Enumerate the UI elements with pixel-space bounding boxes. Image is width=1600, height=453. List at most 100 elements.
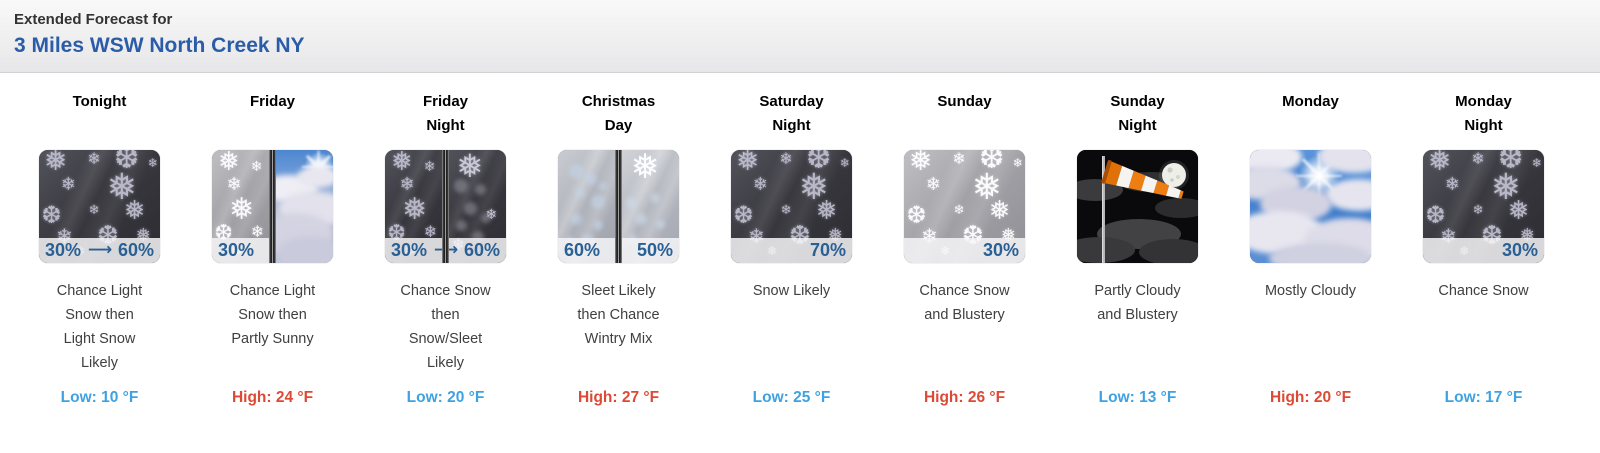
period-name-label: Sunday bbox=[937, 93, 992, 110]
partly-sunny-art bbox=[272, 150, 333, 263]
precipitation-chance-strip: 30% bbox=[212, 238, 273, 263]
weather-icon-tonight[interactable]: ❅❄❆❄❄❅❆❄❅❄❆❅❄30%⟶60% bbox=[39, 150, 160, 263]
snowflake-icon: ❅ bbox=[908, 150, 933, 176]
snowflake-icon: ❅ bbox=[815, 195, 838, 226]
sleet-drop-icon bbox=[574, 188, 585, 199]
temperature-label: Low: bbox=[1444, 389, 1486, 406]
precipitation-chance-strip: 30% ⟶ 60% bbox=[39, 238, 160, 263]
temperature-value: 25 °F bbox=[793, 389, 831, 406]
period-name-label: Monday Night bbox=[1455, 93, 1512, 134]
snowflake-icon: ❄ bbox=[752, 173, 768, 194]
snowflake-icon: ❄ bbox=[423, 223, 438, 241]
temperature-label: Low: bbox=[1098, 389, 1140, 406]
period-name-label: Saturday Night bbox=[759, 93, 824, 134]
cloud-icon bbox=[275, 235, 333, 263]
forecast-periods-row: Tonight ❅❄❆❄❄❅❆❄❅❄❆❅❄30%⟶60% Chance Ligh… bbox=[0, 73, 1600, 407]
snowflake-icon: ❄ bbox=[780, 202, 792, 218]
forecast-period-monday: Monday Mostly Cloudy High: 20 °F bbox=[1224, 90, 1397, 407]
period-description: Partly Cloudy and Blustery bbox=[1094, 283, 1181, 323]
pop-right-value: 50% bbox=[636, 240, 673, 260]
period-description: Chance Light Snow then Partly Sunny bbox=[229, 283, 316, 347]
snowflake-icon: ❅ bbox=[1507, 195, 1530, 226]
weather-icon-christmas-day[interactable]: ❅ 60% 50% bbox=[558, 150, 679, 263]
snowflake-icon: ❄ bbox=[1471, 151, 1485, 169]
snowflake-icon: ❄ bbox=[1472, 202, 1484, 218]
period-description: Chance Snow bbox=[1438, 283, 1529, 299]
period-temperature: Low: 13 °F bbox=[1051, 389, 1224, 407]
snowflake-icon: ❄ bbox=[250, 158, 263, 175]
snowflake-icon: ❄ bbox=[60, 173, 76, 194]
snowflake-icon: ❆ bbox=[906, 202, 927, 230]
sleet-drop-icon bbox=[570, 213, 583, 226]
pop-left-value: 30% bbox=[218, 240, 255, 260]
temperature-label: High: bbox=[231, 389, 276, 406]
snowflake-icon: ❅ bbox=[43, 150, 68, 176]
snowflake-icon: ❅ bbox=[1427, 150, 1452, 176]
temperature-value: 17 °F bbox=[1485, 389, 1523, 406]
snowflake-icon: ❅ bbox=[218, 150, 240, 176]
temperature-label: Low: bbox=[60, 389, 102, 406]
temperature-value: 10 °F bbox=[101, 389, 139, 406]
weather-icon-monday[interactable] bbox=[1250, 150, 1371, 263]
snowflake-icon: ❆ bbox=[733, 202, 754, 230]
sleet-drop-icon bbox=[463, 201, 477, 215]
pop-right-value: 60% bbox=[117, 240, 154, 260]
period-description: Sleet Likely then Chance Wintry Mix bbox=[577, 283, 660, 347]
sleet-drop-icon bbox=[584, 172, 597, 185]
snowflake-icon: ❄ bbox=[1531, 155, 1542, 170]
icon-divider bbox=[442, 150, 449, 263]
period-name-label: Christmas Day bbox=[581, 93, 656, 134]
snowflake-icon: ❄ bbox=[952, 151, 966, 169]
period-temperature: Low: 10 °F bbox=[13, 389, 186, 407]
sleet-drop-icon bbox=[480, 213, 491, 224]
weather-icon-sunday-night[interactable] bbox=[1077, 150, 1198, 263]
snowflake-icon: ❅ bbox=[106, 166, 137, 208]
period-description: Chance Snow and Blustery bbox=[919, 283, 1010, 323]
weather-icon-monday-night[interactable]: ❅❄❆❄❄❅❆❄❅❄❆❅❄30% bbox=[1423, 150, 1544, 263]
forecast-period-christmas-day: Christmas Day ❅ 60% 50% Sleet Likely then … bbox=[532, 90, 705, 407]
snowflake-icon: ❄ bbox=[87, 151, 101, 169]
weather-icon-friday[interactable]: ❅❄❄❅❆❄❄30% bbox=[212, 150, 333, 263]
snowflake-icon: ❄ bbox=[423, 158, 436, 175]
pop-left-value: 30% bbox=[391, 240, 428, 260]
snowflake-icon: ❄ bbox=[925, 173, 941, 194]
period-name-label: Friday Night bbox=[422, 93, 468, 134]
snowflake-icon: ❅ bbox=[401, 193, 428, 227]
sleet-drop-icon bbox=[456, 220, 468, 232]
weather-icon-friday-night[interactable]: ❅❄❄❅❆❄❄❅❄❄30%⟶60% bbox=[385, 150, 506, 263]
period-name-label: Friday bbox=[249, 93, 295, 110]
snowflake-icon: ❆ bbox=[979, 150, 1005, 176]
weather-icon-sunday[interactable]: ❅❄❆❄❄❅❆❄❅❄❆❅❄30% bbox=[904, 150, 1025, 263]
temperature-label: Low: bbox=[752, 389, 794, 406]
snowflake-icon: ❆ bbox=[114, 150, 140, 176]
snowflake-icon: ❅ bbox=[735, 150, 760, 176]
snowflake-icon: ❄ bbox=[839, 155, 850, 170]
temperature-value: 20 °F bbox=[1313, 389, 1352, 406]
forecast-period-saturday-night: Saturday Night ❅❄❆❄❄❅❆❄❅❄❆❅❄70% Snow Lik… bbox=[705, 90, 878, 407]
windsock-night-icon bbox=[1077, 150, 1198, 263]
weather-icon-saturday-night[interactable]: ❅❄❆❄❄❅❆❄❅❄❆❅❄70% bbox=[731, 150, 852, 263]
sleet-drop-icon bbox=[453, 179, 468, 194]
precipitation-chance-strip: 30% bbox=[1423, 238, 1544, 263]
snowflake-icon: ❄ bbox=[147, 155, 158, 170]
snowflake-icon: ❄ bbox=[1012, 155, 1023, 170]
temperature-label: High: bbox=[923, 389, 968, 406]
cloud-icon bbox=[296, 165, 333, 189]
forecast-period-friday-night: Friday Night ❅❄❄❅❆❄❄❅❄❄30%⟶60% Chance Sn… bbox=[359, 90, 532, 407]
precipitation-chance-strip: 30% bbox=[904, 238, 1025, 263]
snowflake-icon: ❅ bbox=[123, 195, 146, 226]
sleet-drop-icon bbox=[635, 213, 648, 226]
snowflake-icon: ❄ bbox=[485, 205, 498, 222]
forecast-period-monday-night: Monday Night ❅❄❆❄❄❅❆❄❅❄❆❅❄30% Chance Sno… bbox=[1397, 90, 1570, 407]
snowflake-icon: ❆ bbox=[41, 202, 62, 230]
temperature-value: 24 °F bbox=[275, 389, 314, 406]
pop-left-value: 30% bbox=[45, 240, 82, 260]
forecast-pretitle: Extended Forecast for bbox=[14, 11, 173, 28]
icon-divider bbox=[269, 150, 276, 263]
pop-trend-arrow-icon: ⟶ bbox=[87, 240, 112, 259]
snowflake-icon: ❄ bbox=[1444, 173, 1460, 194]
snowflake-icon: ❆ bbox=[1425, 202, 1446, 230]
forecast-period-friday: Friday ❅❄❄❅❆❄❄30% Chance Light Snow then… bbox=[186, 90, 359, 407]
sleet-drop-icon bbox=[649, 192, 660, 203]
windsock-night-art bbox=[1077, 150, 1198, 263]
